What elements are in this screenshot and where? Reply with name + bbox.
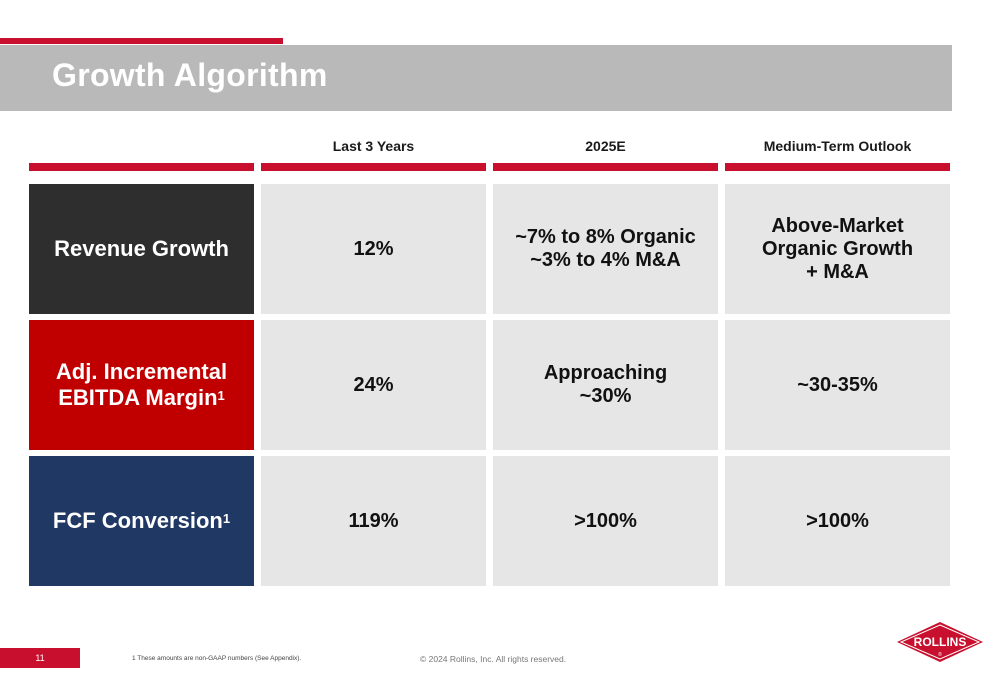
cell-text: >100% — [806, 509, 869, 532]
column-header-2025e: 2025E — [585, 138, 626, 154]
table-cell: 119% — [261, 456, 486, 586]
accent-bar — [0, 38, 283, 44]
row-label-text: EBITDA Margin — [58, 385, 218, 410]
logo-diamond — [897, 622, 983, 662]
cell-text: ~7% to 8% Organic — [515, 226, 696, 248]
table-cell: ~30-35% — [725, 320, 950, 450]
column-rule — [261, 163, 486, 171]
row-label-text: Revenue Growth — [54, 236, 229, 261]
table-cell: >100% — [493, 456, 718, 586]
cell-text: Above-Market — [771, 214, 904, 237]
logo-mark: ® — [938, 651, 942, 658]
copyright: © 2024 Rollins, Inc. All rights reserved… — [420, 654, 567, 664]
column-rule — [493, 163, 718, 171]
rollins-logo-icon: ROLLINS ® — [897, 622, 983, 662]
row-label-text: Adj. Incremental — [55, 359, 228, 384]
table-cell: 12% — [261, 184, 486, 314]
column-header-medium-term: Medium-Term Outlook — [763, 138, 912, 154]
table-cell: ~7% to 8% Organic ~3% to 4% M&A — [493, 184, 718, 314]
logo-text: ROLLINS — [914, 635, 967, 649]
row-label-fcf-conversion: FCF Conversion1 — [29, 456, 254, 586]
title-band: Growth Algorithm — [0, 45, 952, 111]
cell-text: >100% — [574, 509, 637, 532]
column-rule — [29, 163, 254, 171]
cell-text: Organic Growth — [761, 237, 914, 260]
page-title: Growth Algorithm — [52, 57, 328, 93]
cell-text: 119% — [348, 509, 399, 532]
footnote: 1 These amounts are non-GAAP numbers (Se… — [132, 655, 302, 662]
cell-text: ~3% to 4% M&A — [530, 249, 681, 271]
row-label-adj-incremental-ebitda-margin: Adj. Incremental EBITDA Margin1 — [29, 320, 254, 450]
footnote-marker: 1 — [222, 511, 231, 526]
row-label-revenue-growth: Revenue Growth — [29, 184, 254, 314]
cell-text: 12% — [353, 237, 394, 260]
cell-text: Approaching — [543, 362, 668, 384]
column-rule — [725, 163, 950, 171]
table-cell: >100% — [725, 456, 950, 586]
table-cell: 24% — [261, 320, 486, 450]
cell-text: ~30% — [579, 385, 632, 407]
cell-text: ~30-35% — [797, 373, 878, 396]
cell-text: + M&A — [806, 260, 869, 283]
logo-diamond-outline — [899, 624, 981, 660]
table-cell: Approaching ~30% — [493, 320, 718, 450]
cell-text: 24% — [353, 373, 394, 396]
table-cell: Above-Market Organic Growth + M&A — [725, 184, 950, 314]
column-header-last-3-years: Last 3 Years — [332, 138, 415, 154]
page-number: 11 — [0, 648, 80, 668]
row-label-text: FCF Conversion — [52, 508, 223, 533]
footnote-marker: 1 — [217, 388, 225, 403]
